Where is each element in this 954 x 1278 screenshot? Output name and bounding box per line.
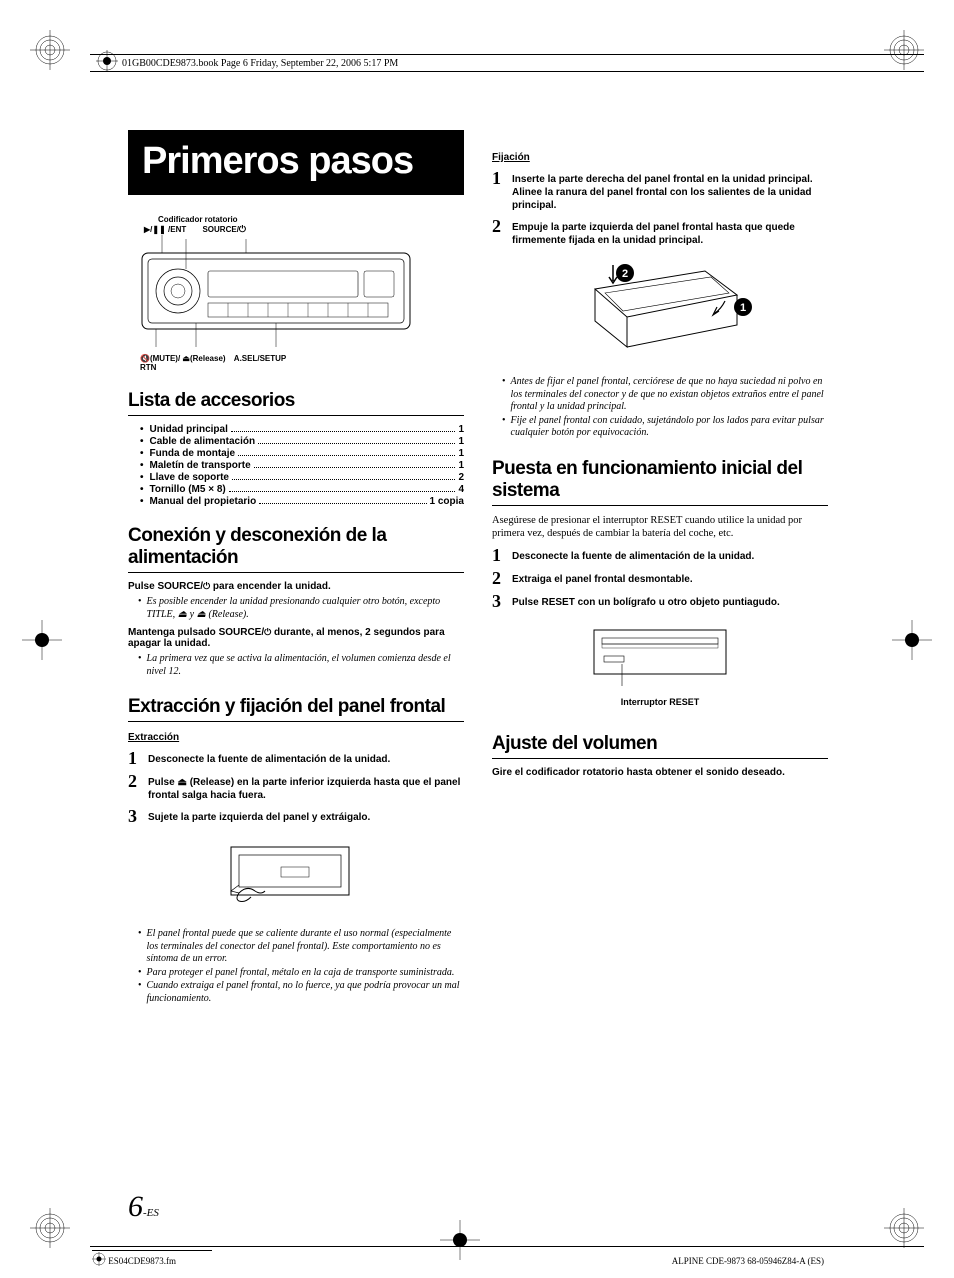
extract-notes: El panel frontal puede que se caliente d… [128,928,464,1005]
volume-instruction: Gire el codificador rotatorio hasta obte… [492,767,828,778]
page-number: 6-ES [128,1190,159,1224]
section-power-title: Conexión y desconexión de la alimentació… [128,525,464,573]
main-title: Primeros pasos [128,130,464,195]
crosshair-bottom [440,1220,480,1260]
crosshair-right [892,620,932,660]
power-on-instruction: Pulse SOURCE/⏻ para encender la unidad. [128,581,464,592]
extract-step-1: 1Desconecte la fuente de alimentación de… [128,749,464,767]
crosshair-left [22,620,62,660]
regmark-br [884,1208,924,1248]
section-setup-title: Puesta en funcionamiento inicial del sis… [492,458,828,506]
extract-step-2: 2Pulse ⏏ (Release) en la parte inferior … [128,772,464,802]
svg-text:1: 1 [740,302,746,314]
section-volume-title: Ajuste del volumen [492,733,828,759]
setup-step-3: 3Pulse RESET con un bolígrafo u otro obj… [492,592,828,610]
label-rtn: RTN [140,363,156,372]
car-stereo-svg [136,235,416,347]
reset-diagram: Interruptor RESET [492,622,828,707]
label-mute: 🔇(MUTE)/ [140,354,180,363]
extraction-heading: Extracción [128,732,464,743]
power-note-2: La primera vez que se activa la alimenta… [128,653,464,678]
page-header: 01GB00CDE9873.book Page 6 Friday, Septem… [90,54,924,72]
regmark-tl [30,30,70,70]
label-release: ⏏(Release) [182,354,225,363]
regmark-bl [30,1208,70,1248]
fijacion-heading: Fijación [492,152,828,163]
header-text: 01GB00CDE9873.book Page 6 Friday, Septem… [122,58,398,69]
power-note-1: Es posible encender la unidad presionand… [128,596,464,621]
footer-filename: ES04CDE9873.fm [92,1250,212,1267]
fij-step-2: 2Empuje la parte izquierda del panel fro… [492,217,828,247]
right-column: Fijación 1Inserte la parte derecha del p… [492,130,828,1009]
power-off-instruction: Mantenga pulsado SOURCE/⏻ durante, al me… [128,627,464,649]
accessories-list: Unidad principal1 Cable de alimentación1… [128,424,464,507]
left-column: Primeros pasos Codificador rotatorio ▶/❚… [128,130,464,1009]
device-diagram: Codificador rotatorio ▶/❚❚ /ENT SOURCE/⏻ [136,215,464,372]
header-target-icon [96,50,118,75]
label-codificador: Codificador rotatorio [158,215,238,224]
setup-step-2: 2Extraiga el panel frontal desmontable. [492,569,828,587]
label-play-ent: ▶/❚❚ /ENT [144,225,186,234]
label-asel: A.SEL/SETUP [234,354,286,363]
fijacion-notes: Antes de fijar el panel frontal, cerciór… [492,376,828,440]
footer-model: ALPINE CDE-9873 68-05946Z84-A (ES) [672,1256,824,1266]
section-accessories-title: Lista de accesorios [128,390,464,416]
footer-rule [90,1246,924,1247]
setup-body: Asegúrese de presionar el interruptor RE… [492,514,828,541]
reset-label: Interruptor RESET [492,697,828,707]
extract-diagram [128,837,464,916]
label-source: SOURCE/⏻ [202,225,246,234]
section-panel-title: Extracción y fijación del panel frontal [128,696,464,722]
fij-step-1: 1Inserte la parte derecha del panel fron… [492,169,828,212]
fijacion-diagram: 2 1 [492,259,828,364]
extract-step-3: 3Sujete la parte izquierda del panel y e… [128,807,464,825]
setup-step-1: 1Desconecte la fuente de alimentación de… [492,546,828,564]
svg-text:2: 2 [622,268,628,280]
